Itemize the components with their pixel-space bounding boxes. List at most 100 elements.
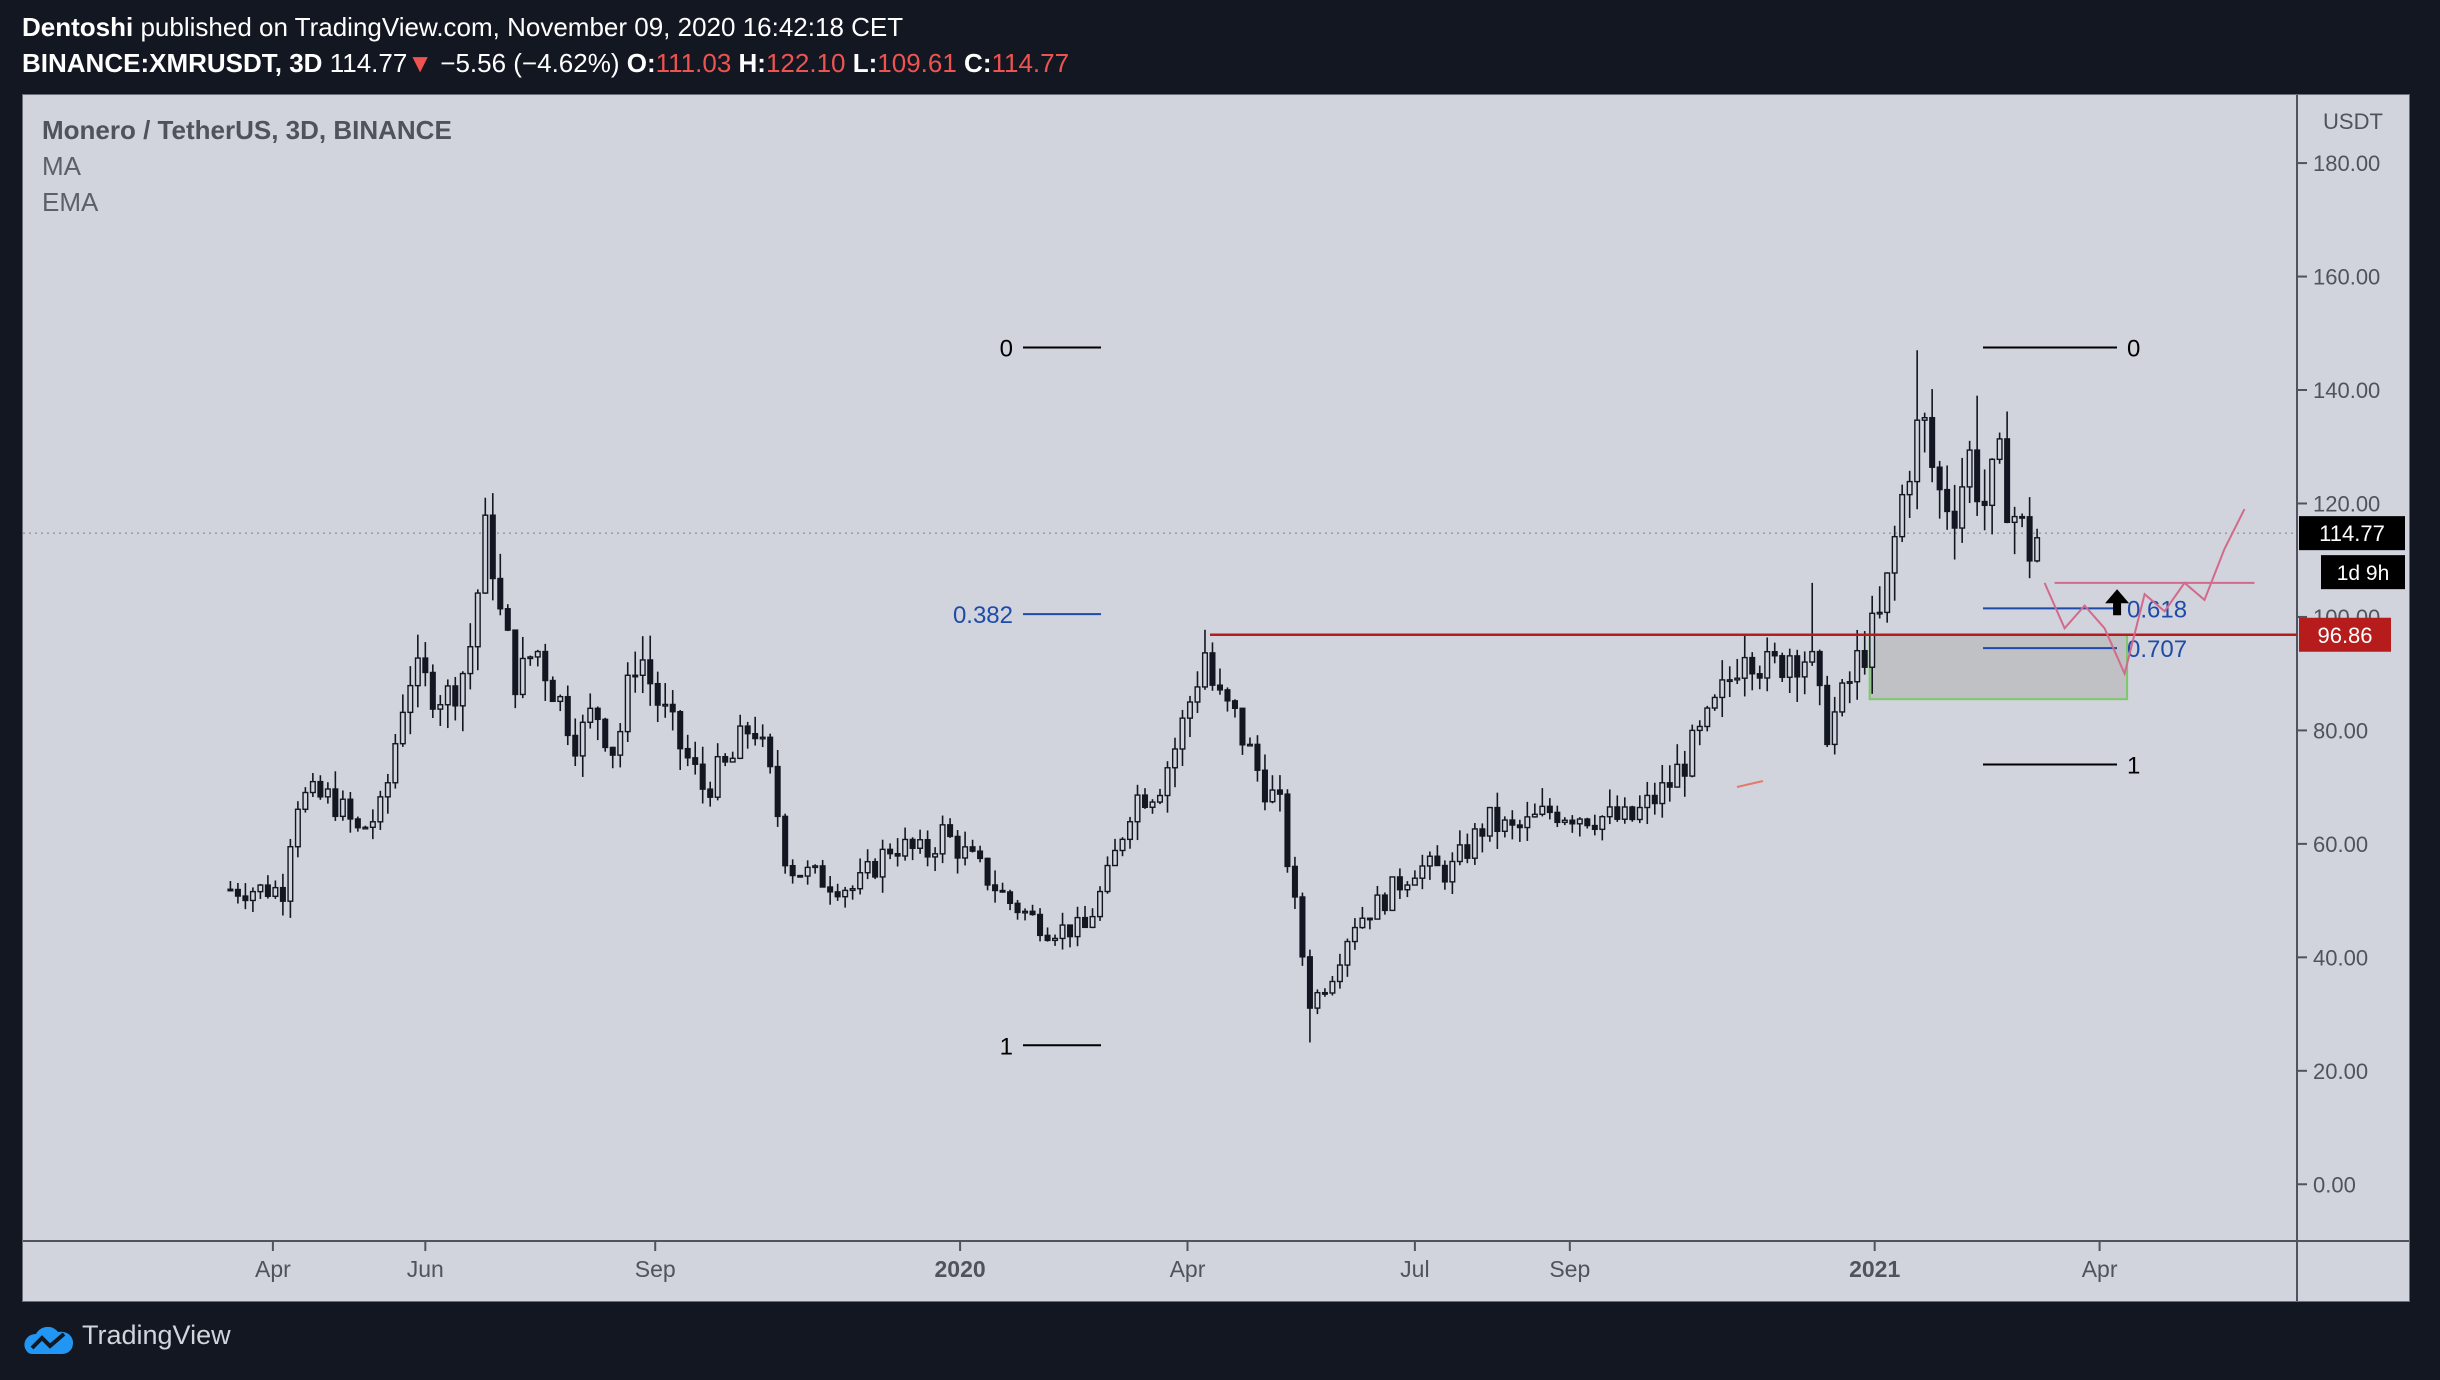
candle-body xyxy=(999,889,1006,893)
y-tick-label: 180.00 xyxy=(2313,151,2380,176)
candle-body xyxy=(1861,649,1868,668)
candle-body xyxy=(1704,707,1711,728)
candle-body xyxy=(624,674,631,733)
candle-body xyxy=(789,864,796,877)
candle-body xyxy=(1254,743,1261,771)
candle-body xyxy=(632,674,639,678)
y-tick-label: 40.00 xyxy=(2313,945,2368,970)
candle-body xyxy=(257,884,264,893)
candle-body xyxy=(1411,877,1418,886)
x-tick-label: Sep xyxy=(1549,1256,1590,1282)
candle-body xyxy=(1846,681,1853,684)
candle-body xyxy=(714,755,721,798)
candle-body xyxy=(647,659,654,685)
candle-body xyxy=(1276,789,1283,795)
high-value: 122.10 xyxy=(765,48,846,78)
fib-right-label: 1 xyxy=(2127,752,2140,779)
candle-body xyxy=(1366,917,1373,921)
candle-body xyxy=(242,895,249,902)
y-tick-label: 20.00 xyxy=(2313,1059,2368,1084)
candle-body xyxy=(1186,701,1194,719)
y-tick-label: 140.00 xyxy=(2313,378,2380,403)
candle-body xyxy=(1299,896,1306,958)
candle-body xyxy=(1936,466,1943,491)
candle-body xyxy=(1569,819,1576,825)
legend-indicator-ma[interactable]: MA xyxy=(42,151,81,181)
candle-body xyxy=(1644,794,1651,809)
candle-body xyxy=(1284,793,1291,868)
candle-body xyxy=(1231,700,1238,709)
candle-body xyxy=(1149,801,1156,808)
candle-body xyxy=(819,865,826,888)
tradingview-logo-icon[interactable] xyxy=(22,1322,76,1356)
candle-body xyxy=(347,798,354,820)
candle-body xyxy=(1126,821,1134,841)
legend-indicator-ema[interactable]: EMA xyxy=(42,187,99,217)
candle-body xyxy=(452,685,459,707)
candle-body xyxy=(1546,805,1553,814)
candle-body xyxy=(317,780,324,798)
candle-body xyxy=(2019,515,2026,519)
candle-body xyxy=(1171,748,1179,769)
symbol-label[interactable]: BINANCE:XMRUSDT, 3D xyxy=(22,48,323,78)
author-name[interactable]: Dentoshi xyxy=(22,12,134,42)
y-tick-label: 60.00 xyxy=(2313,832,2368,857)
chart-pane[interactable]: USDT 180.00 160.00 140.00 120.00 100.00 80.00 6… xyxy=(22,94,2410,1302)
candle-body xyxy=(1134,794,1141,823)
x-tick-label: Apr xyxy=(1170,1256,1206,1282)
candle-body xyxy=(842,889,849,898)
y-tick-label: 120.00 xyxy=(2313,491,2380,516)
candle-body xyxy=(1876,611,1883,615)
up-arrow-icon xyxy=(2105,589,2130,616)
candle-body xyxy=(1869,612,1876,668)
price-chart[interactable]: USDT180.00160.00140.00120.00100.0080.006… xyxy=(23,95,2409,1301)
candle-body xyxy=(1336,964,1343,983)
footer-brand[interactable]: TradingView xyxy=(82,1320,231,1350)
legend-title: Monero / TetherUS, 3D, BINANCE xyxy=(42,115,452,145)
candle-body xyxy=(1524,816,1531,829)
candle-body xyxy=(332,788,339,818)
candle-body xyxy=(1974,449,1981,503)
candle-body xyxy=(1989,458,1996,507)
y-tick-label: 0.00 xyxy=(2313,1172,2356,1197)
candle-body xyxy=(1884,572,1891,614)
candle-body xyxy=(1996,438,2003,461)
last-price-tag xyxy=(2299,516,2405,551)
candle-body xyxy=(1216,684,1223,691)
candle-body xyxy=(774,765,781,818)
candle-body xyxy=(1944,488,1951,513)
last-price-label: 114.77 xyxy=(2319,521,2385,546)
candle-body xyxy=(2034,537,2041,562)
candle-body xyxy=(1614,806,1621,820)
candle-body xyxy=(384,782,391,798)
last-price: 114.77 xyxy=(329,48,408,78)
candle-body xyxy=(227,888,234,892)
candle-body xyxy=(1839,682,1846,713)
candle-body xyxy=(894,852,901,857)
candle-body xyxy=(684,747,691,759)
candle-body xyxy=(639,659,646,676)
candle-body xyxy=(1486,806,1493,837)
candle-body xyxy=(677,711,684,750)
candle-body xyxy=(947,824,954,838)
candle-body xyxy=(1269,789,1276,803)
support-zone xyxy=(1868,633,2129,701)
candle-body xyxy=(1599,815,1606,831)
candle-body xyxy=(1659,782,1666,805)
candle-body xyxy=(1711,696,1718,709)
candle-body xyxy=(1689,729,1696,777)
candle-body xyxy=(1329,980,1336,994)
chart-header: Dentoshi published on TradingView.com, N… xyxy=(22,10,2422,90)
candle-body xyxy=(1389,876,1396,912)
candle-body xyxy=(1044,934,1051,942)
candle-body xyxy=(542,650,549,682)
candle-body xyxy=(857,872,864,890)
candle-body xyxy=(1029,910,1036,916)
candle-body xyxy=(1921,416,1928,421)
candle-body xyxy=(1651,794,1658,805)
candle-body xyxy=(1726,679,1733,683)
countdown-label: 1d 9h xyxy=(2337,562,2390,585)
candle-body xyxy=(437,704,444,710)
candle-body xyxy=(767,736,774,768)
x-tick-label: Jul xyxy=(1400,1256,1429,1282)
